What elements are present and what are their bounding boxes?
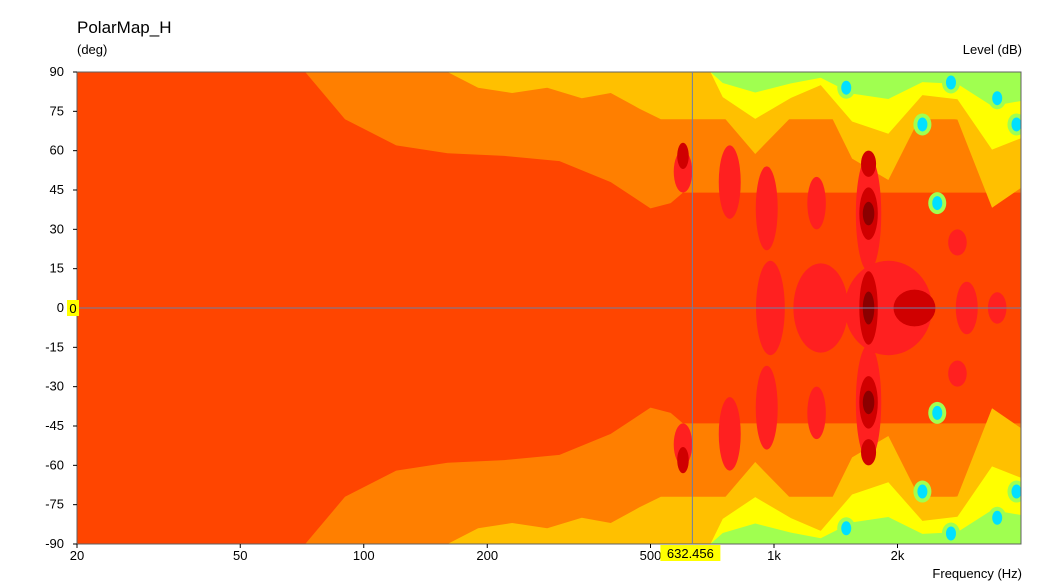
y-tick-label: 30	[50, 221, 64, 236]
hot-1-region	[948, 229, 967, 256]
x-tick-label: 50	[233, 548, 247, 563]
cursor-y-badge	[67, 300, 79, 316]
level-3-hf-region-bottom	[710, 466, 1021, 544]
y-tick-label: 15	[50, 261, 64, 276]
x-tick-label: 1k	[767, 548, 781, 563]
axes: 90 75 60 45 30 15 0 -15 -30 -45 -60 -75 -90 20 50 100 20…	[45, 64, 1022, 563]
hot-2-region	[861, 439, 877, 466]
y-axis-label: (deg)	[77, 42, 108, 57]
y-tick-label: 75	[50, 103, 64, 118]
y-tick-label: -60	[45, 457, 64, 472]
hot-1-region	[718, 145, 741, 219]
hot-2-region	[677, 446, 689, 474]
y-tick-label: 0	[57, 300, 64, 315]
level-5-spot	[945, 526, 956, 541]
cursor-x-value: 632.456	[667, 546, 714, 561]
level-5-spot	[1011, 117, 1021, 132]
heatmap-area[interactable]	[77, 71, 1025, 544]
y-tick-label: -15	[45, 339, 64, 354]
hot-1-region	[807, 176, 826, 230]
x-tick-label: 100	[353, 548, 375, 563]
level-5-spot	[841, 80, 852, 95]
hot-1-region	[948, 360, 967, 387]
y-tick-label: 60	[50, 143, 64, 158]
hot-1-region	[718, 397, 741, 471]
level-label: Level (dB)	[962, 42, 1022, 57]
level-5-spot	[841, 521, 852, 536]
level-5-spot	[932, 405, 943, 420]
level-5-spot	[1011, 484, 1021, 499]
level-5-spot	[932, 196, 943, 211]
y-tick-label: -45	[45, 418, 64, 433]
level-5-spot	[992, 91, 1003, 106]
hot-3-region	[862, 390, 875, 415]
hot-2-region	[861, 150, 877, 177]
level-3-hf-region-top	[710, 72, 1021, 150]
y-tick-label: -90	[45, 536, 64, 551]
hot-2-region	[677, 142, 689, 170]
level-2-hf-region-top	[710, 72, 1021, 208]
y-tick-label: 90	[50, 64, 64, 79]
level-5-spot	[917, 484, 928, 499]
level-5-spot	[992, 510, 1003, 525]
level-2-hf-region-bottom	[710, 408, 1021, 544]
y-tick-label: -30	[45, 379, 64, 394]
hot-3-region	[862, 201, 875, 226]
x-axis-label: Frequency (Hz)	[932, 566, 1022, 581]
chart-title: PolarMap_H	[77, 18, 172, 37]
x-tick-label: 500	[640, 548, 662, 563]
level-5-spot	[917, 117, 928, 132]
x-tick-label: 200	[476, 548, 498, 563]
x-tick-label: 2k	[891, 548, 905, 563]
y-tick-label: 45	[50, 182, 64, 197]
cursor[interactable]: 632.456 0	[67, 72, 1021, 561]
hot-1-region	[807, 386, 826, 440]
x-tick-label: 20	[70, 548, 84, 563]
y-tick-label: -75	[45, 497, 64, 512]
hot-1-region	[755, 166, 778, 251]
cursor-y-value: 0	[69, 301, 76, 316]
cursor-x-badge	[660, 545, 721, 561]
level-5-spot	[945, 75, 956, 90]
hot-1-region	[755, 365, 778, 450]
